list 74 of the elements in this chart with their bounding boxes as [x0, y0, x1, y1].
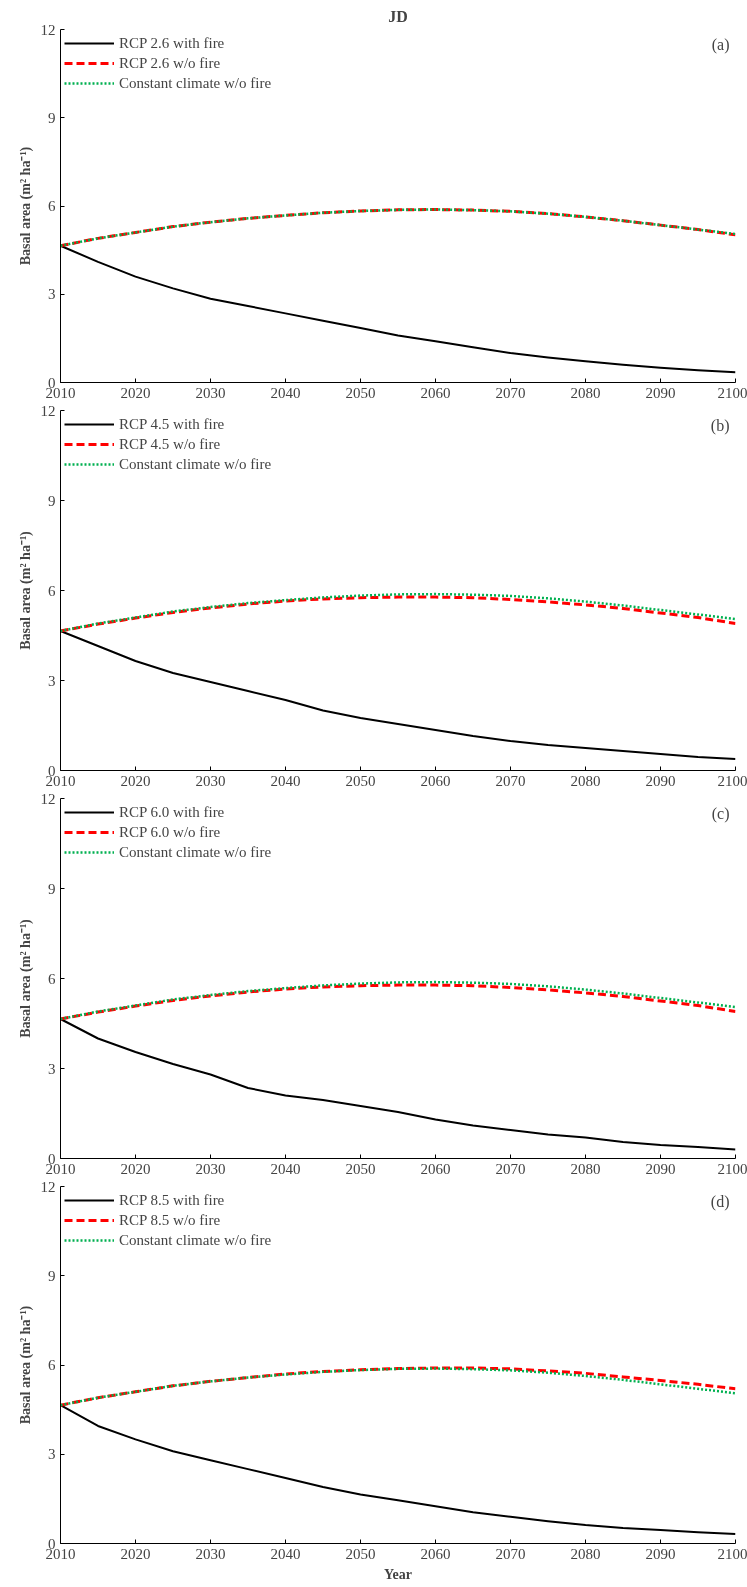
y-tick-label: 9: [48, 880, 56, 897]
legend-label: RCP 8.5 with fire: [119, 1191, 225, 1209]
y-tick-label: 12: [40, 21, 56, 38]
x-tick-label: 2040: [270, 1545, 301, 1562]
y-tick-label: 3: [48, 1446, 56, 1463]
y-tick-label: 6: [48, 198, 56, 214]
x-tick-label: 2050: [345, 1545, 376, 1562]
y-tick-label: 9: [48, 109, 56, 126]
legend-label: RCP 2.6 with fire: [119, 34, 225, 52]
y-tick-label: 6: [48, 582, 56, 599]
legend-label: Constant climate w/o fire: [119, 455, 272, 473]
x-tick-label: 2070: [495, 772, 526, 789]
legend-label: RCP 6.0 w/o fire: [119, 823, 221, 841]
chart-title: JD: [388, 7, 408, 25]
x-tick-label: 2080: [570, 772, 601, 789]
y-tick-label: 6: [48, 970, 56, 987]
x-tick-label: 2100: [717, 772, 747, 789]
x-tick-label: 2040: [270, 384, 301, 401]
y-tick-label: 3: [48, 1060, 56, 1077]
legend-label: Constant climate w/o fire: [119, 74, 272, 92]
legend-label: RCP 4.5 w/o fire: [119, 435, 221, 453]
x-tick-label: 2050: [345, 1160, 376, 1177]
x-tick-label: 2100: [717, 384, 747, 401]
y-tick-label: 12: [40, 1178, 56, 1195]
y-tick-label: 9: [48, 1267, 56, 1284]
y-tick-label: 9: [48, 492, 56, 509]
legend-label: RCP 8.5 w/o fire: [119, 1211, 221, 1229]
x-tick-label: 2090: [645, 1545, 676, 1562]
x-tick-label: 2050: [345, 772, 376, 789]
legend-label: RCP 6.0 with fire: [119, 803, 225, 821]
x-tick-label: 2090: [645, 1160, 676, 1177]
x-tick-label: 2020: [120, 1160, 151, 1177]
x-tick-label: 2020: [120, 1545, 151, 1562]
annotation: (a): [711, 35, 730, 54]
y-axis-title: Basal area (m² ha⁻¹): [17, 146, 34, 266]
y-tick-label: 3: [48, 286, 56, 303]
x-axis-title: Year: [384, 1566, 413, 1582]
x-tick-label: 2080: [570, 384, 601, 401]
legend-label: Constant climate w/o fire: [119, 843, 272, 861]
x-tick-label: 2080: [570, 1545, 601, 1562]
x-tick-label: 2080: [570, 1160, 601, 1177]
x-tick-label: 2070: [495, 384, 526, 401]
annotation: (c): [711, 804, 730, 823]
y-tick-label: 12: [40, 402, 56, 419]
x-tick-label: 2070: [495, 1545, 526, 1562]
x-tick-label: 2040: [270, 1160, 301, 1177]
y-axis-title: Basal area (m² ha⁻¹): [17, 1305, 34, 1425]
x-tick-label: 2040: [270, 772, 301, 789]
y-tick-label: 3: [48, 672, 56, 689]
x-tick-label: 2050: [345, 384, 376, 401]
y-axis-title: Basal area (m² ha⁻¹): [17, 918, 34, 1038]
legend-label: Constant climate w/o fire: [119, 1231, 272, 1249]
x-tick-label: 2100: [717, 1545, 747, 1562]
annotation: (b): [710, 416, 730, 435]
x-tick-label: 2020: [120, 384, 151, 401]
x-tick-label: 2030: [195, 1545, 226, 1562]
x-tick-label: 2090: [645, 772, 676, 789]
x-tick-label: 2060: [420, 1545, 451, 1562]
y-tick-label: 6: [48, 1357, 56, 1373]
x-tick-label: 2060: [420, 772, 451, 789]
x-tick-label: 2030: [195, 1160, 226, 1177]
x-tick-label: 2060: [420, 1160, 451, 1177]
annotation: (d): [710, 1192, 730, 1211]
y-tick-label: 12: [40, 790, 56, 807]
legend-label: RCP 4.5 with fire: [119, 415, 225, 433]
x-tick-label: 2030: [195, 384, 226, 401]
x-tick-label: 2070: [495, 1160, 526, 1177]
y-axis-title: Basal area (m² ha⁻¹): [17, 530, 34, 650]
x-tick-label: 2100: [717, 1160, 747, 1177]
x-tick-label: 2060: [420, 384, 451, 401]
legend-label: RCP 2.6 w/o fire: [119, 54, 221, 72]
x-tick-label: 2020: [120, 772, 151, 789]
x-tick-label: 2030: [195, 772, 226, 789]
x-tick-label: 2090: [645, 384, 676, 401]
